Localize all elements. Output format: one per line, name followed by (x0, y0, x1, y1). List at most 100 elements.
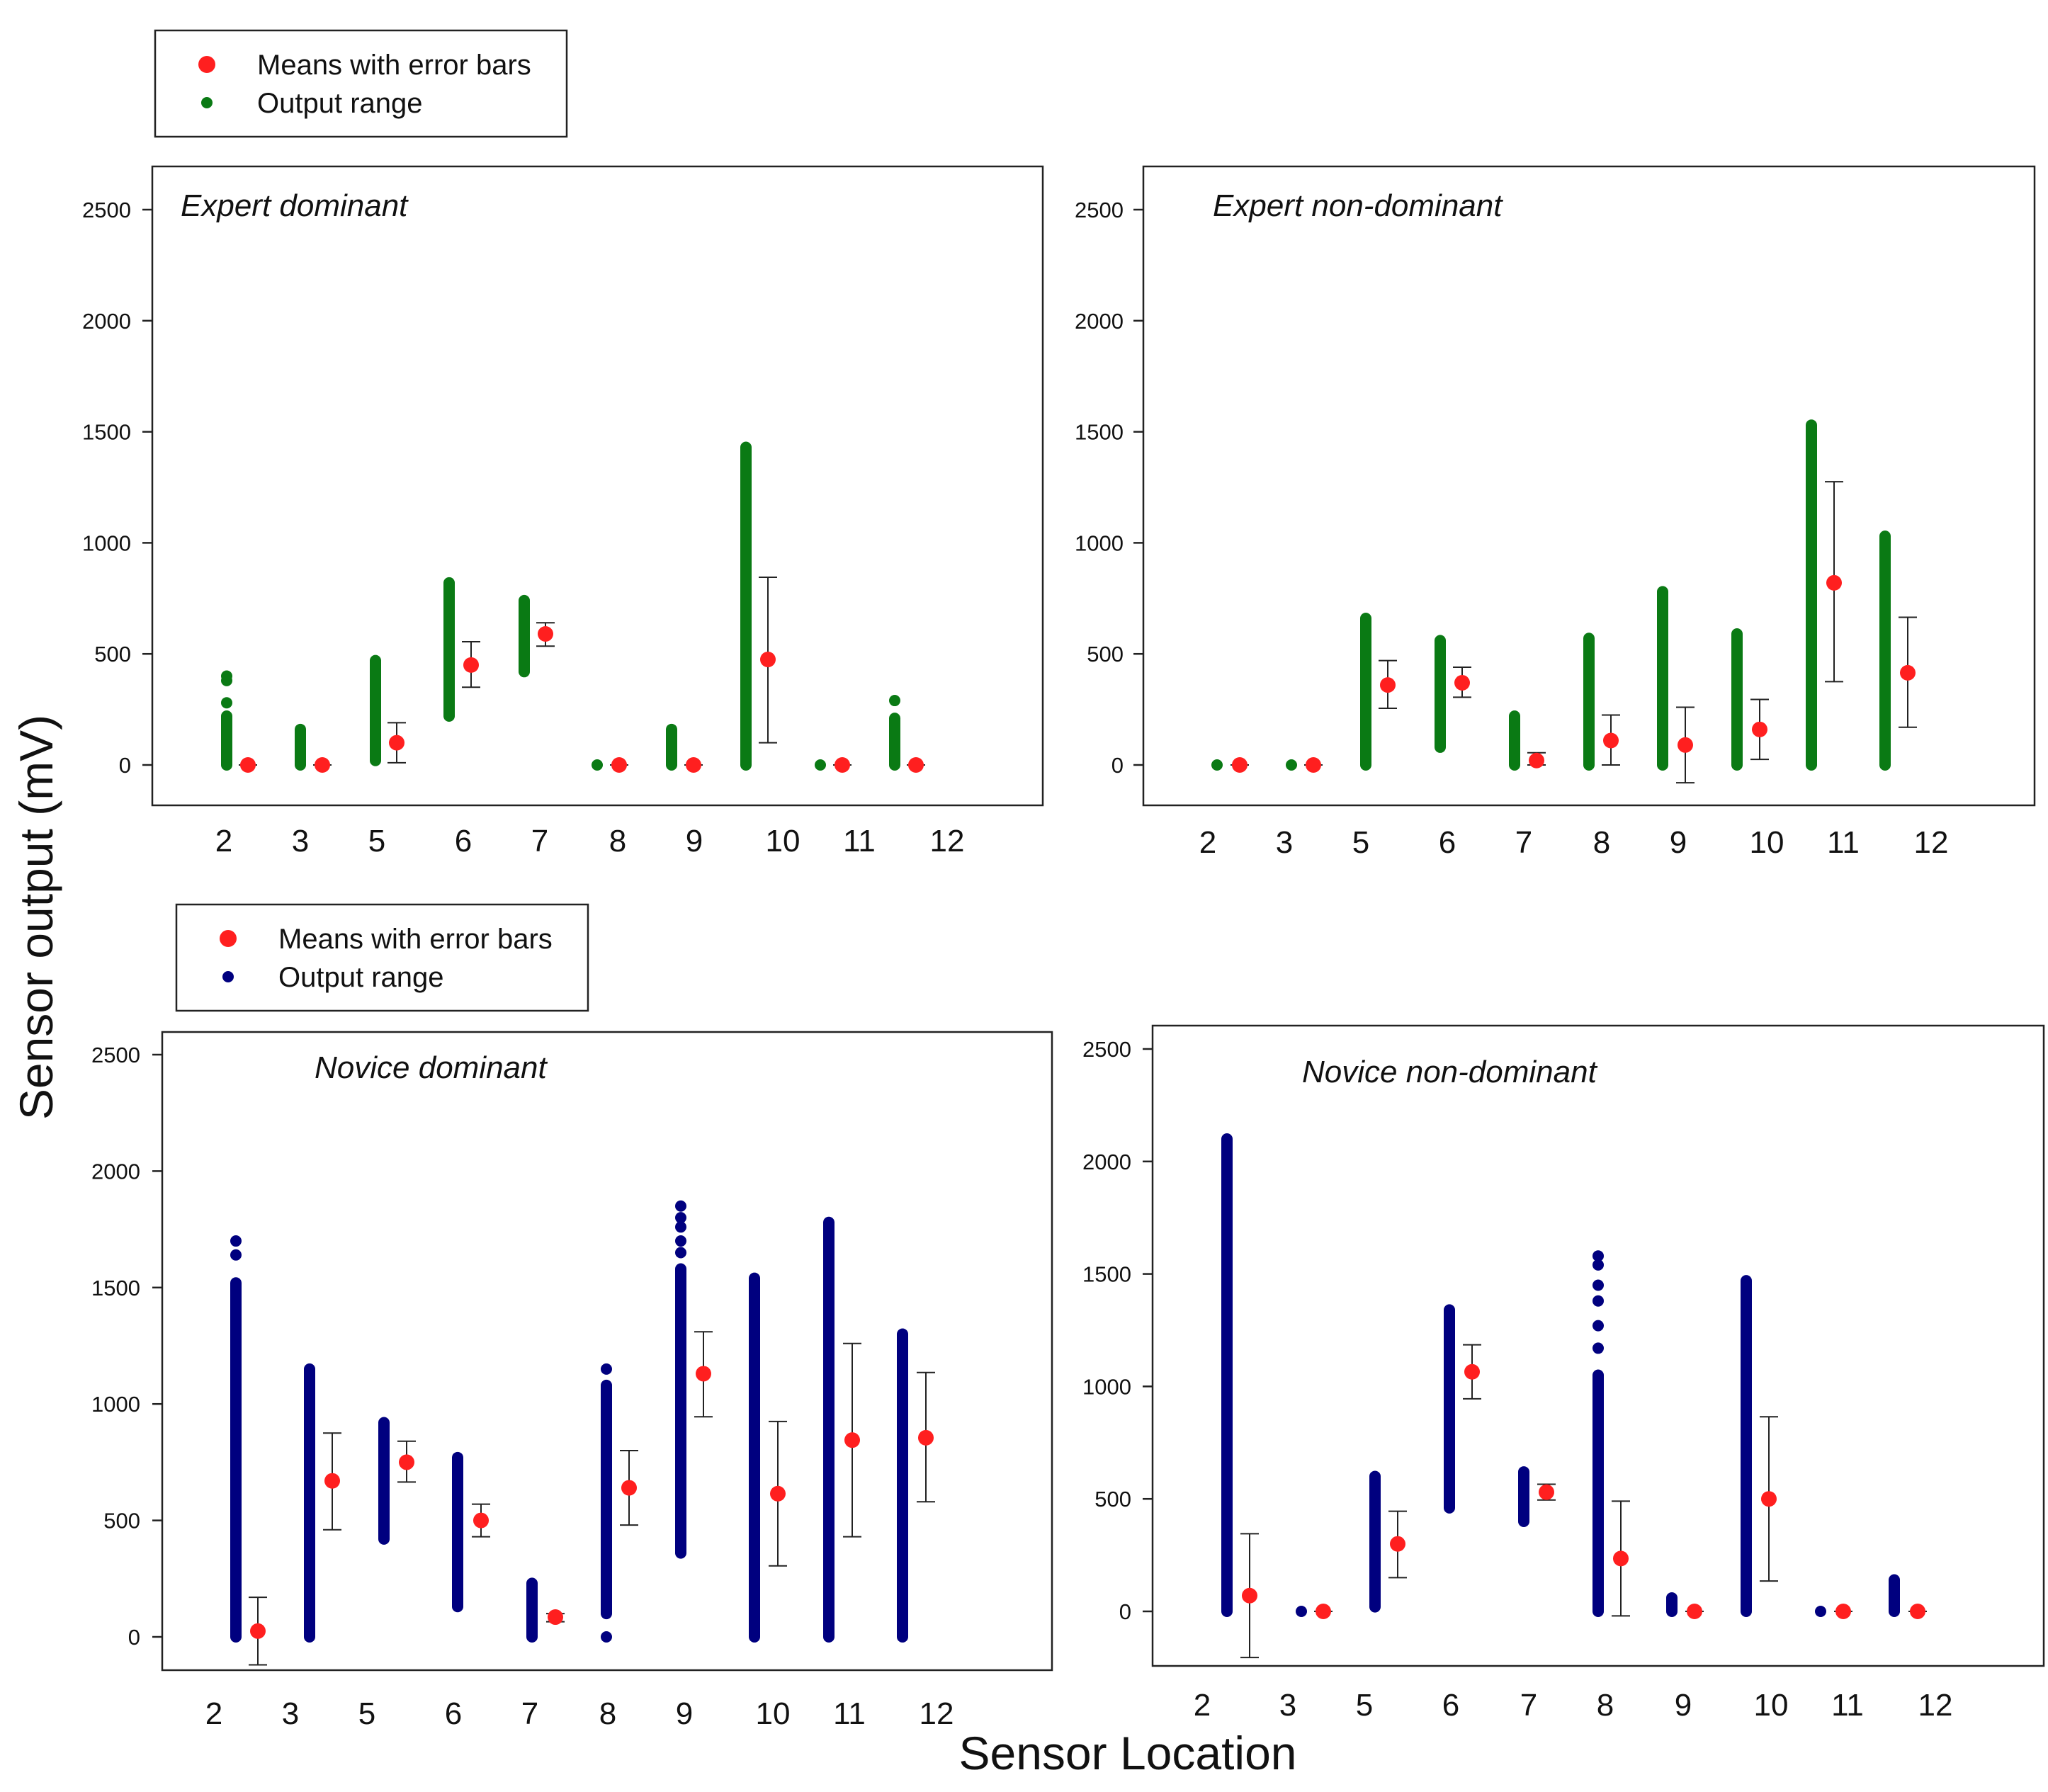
y-tick-label: 2000 (1082, 1150, 1131, 1174)
x-tick-label: 9 (1670, 825, 1687, 860)
mean-point (770, 1485, 786, 1502)
range-point (1286, 759, 1297, 771)
panel-title: Expert non-dominant (1213, 188, 1503, 223)
y-tick-label: 0 (1119, 1599, 1131, 1624)
y-tick-label: 2500 (1075, 198, 1124, 222)
mean-point (399, 1454, 414, 1470)
y-tick-label: 1000 (91, 1392, 140, 1417)
x-tick-label: 12 (930, 824, 965, 858)
y-axis-label: Sensor output (mV) (10, 715, 62, 1120)
range-outlier (1592, 1342, 1604, 1354)
range-outlier (1592, 1259, 1604, 1271)
x-tick-label: 8 (599, 1696, 616, 1731)
mean-point (1687, 1604, 1702, 1619)
plot-frame (151, 165, 1044, 807)
plot-frame (1142, 165, 2036, 807)
y-tick-label: 1000 (1082, 1374, 1131, 1399)
x-tick-label: 6 (445, 1696, 462, 1731)
legend-mean-marker (198, 56, 215, 73)
plot-frame (161, 1031, 1053, 1672)
x-axis-label: Sensor Location (959, 1727, 1297, 1779)
x-tick-label: 12 (1914, 825, 1949, 860)
x-tick-label: 5 (1356, 1688, 1373, 1723)
x-tick-label: 10 (766, 824, 800, 858)
panel-novice-non-dominant: Novice non-dominant 0 500 1000 1500 2000 2500 2… (1082, 1024, 2045, 1723)
y-tick-label: 2500 (91, 1043, 140, 1067)
panel-title: Novice non-dominant (1302, 1055, 1598, 1089)
x-tick-label: 9 (1675, 1688, 1692, 1723)
x-tick-label: 7 (521, 1696, 538, 1731)
mean-point (844, 1432, 860, 1448)
x-tick-label: 11 (1831, 1688, 1864, 1723)
x-tick-label: 5 (368, 824, 385, 858)
y-tick-label: 1500 (1075, 420, 1124, 445)
legend-box (154, 29, 568, 138)
range-outlier (221, 697, 232, 709)
x-tick-label: 5 (358, 1696, 375, 1731)
mean-point (1752, 721, 1767, 737)
mean-point (538, 625, 553, 642)
x-tick-label: 11 (843, 824, 876, 858)
x-tick-label: 3 (292, 824, 309, 858)
mean-point (463, 657, 479, 673)
mean-point (240, 757, 256, 773)
range-outlier (1592, 1295, 1604, 1307)
x-tick-label: 2 (1194, 1688, 1211, 1723)
mean-point (621, 1480, 637, 1496)
x-tick-label: 3 (282, 1696, 299, 1731)
mean-point (611, 757, 627, 773)
y-tick-label: 0 (1111, 753, 1124, 778)
x-tick-label: 6 (1442, 1688, 1459, 1723)
legend-novice: Means with error bars Output range (175, 903, 589, 1012)
panel-expert-non-dominant: Expert non-dominant 0 500 1000 1500 2000 2500 2… (1075, 165, 2036, 860)
mean-point (1761, 1491, 1777, 1507)
legend-range-marker (222, 971, 234, 982)
y-tick-label: 1500 (91, 1276, 140, 1300)
x-tick-label: 7 (531, 824, 548, 858)
mean-point (1380, 677, 1396, 693)
y-tick-label: 1000 (82, 531, 131, 555)
y-tick-label: 500 (1094, 1487, 1131, 1512)
y-tick-label: 0 (128, 1625, 140, 1650)
range-outlier (1592, 1320, 1604, 1332)
x-tick-label: 3 (1276, 825, 1293, 860)
panel-title: Expert dominant (181, 188, 409, 223)
panel-novice-dominant: Novice dominant 0 500 1000 1500 2000 2500 2 3 5 6 7… (91, 1031, 1053, 1731)
y-tick-label: 2500 (82, 198, 131, 222)
y-tick-label: 500 (94, 642, 131, 667)
plot-frame (1151, 1024, 2045, 1667)
x-tick-label: 9 (686, 824, 703, 858)
y-tick-label: 1000 (1075, 531, 1124, 555)
y-tick-label: 1500 (1082, 1262, 1131, 1287)
mean-point (1454, 674, 1470, 691)
mean-point (760, 652, 776, 668)
panel-title: Novice dominant (315, 1050, 548, 1085)
range-outlier (230, 1235, 242, 1247)
mean-point (918, 1429, 934, 1446)
mean-point (1910, 1604, 1925, 1619)
range-outlier (675, 1221, 686, 1233)
mean-point (548, 1609, 563, 1626)
mean-point (1232, 757, 1248, 773)
mean-point (389, 735, 404, 751)
x-tick-label: 2 (1199, 825, 1216, 860)
mean-point (1242, 1587, 1257, 1604)
y-tick-label: 500 (103, 1509, 140, 1533)
y-tick-label: 2000 (1075, 309, 1124, 334)
mean-point (1316, 1604, 1331, 1619)
mean-point (1900, 664, 1916, 681)
mean-point (1464, 1363, 1480, 1380)
legend-mean-label: Means with error bars (278, 924, 553, 955)
y-tick-label: 2500 (1082, 1037, 1131, 1062)
y-tick-label: 0 (119, 753, 131, 778)
mean-point (1835, 1604, 1851, 1619)
range-point (1211, 759, 1223, 771)
x-tick-label: 12 (1918, 1688, 1953, 1723)
x-tick-label: 8 (1597, 1688, 1614, 1723)
legend-expert: Means with error bars Output range (154, 29, 568, 138)
range-point (815, 759, 826, 771)
range-outlier (889, 695, 900, 707)
range-point (592, 759, 603, 771)
y-tick-label: 1500 (82, 420, 131, 445)
